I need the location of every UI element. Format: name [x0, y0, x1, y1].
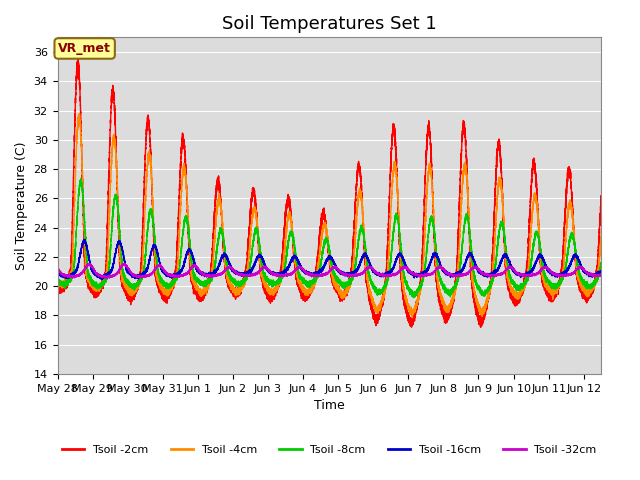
Title: Soil Temperatures Set 1: Soil Temperatures Set 1 — [222, 15, 436, 33]
X-axis label: Time: Time — [314, 399, 345, 412]
Text: VR_met: VR_met — [58, 42, 111, 55]
Legend: Tsoil -2cm, Tsoil -4cm, Tsoil -8cm, Tsoil -16cm, Tsoil -32cm: Tsoil -2cm, Tsoil -4cm, Tsoil -8cm, Tsoi… — [58, 440, 601, 459]
Y-axis label: Soil Temperature (C): Soil Temperature (C) — [15, 142, 28, 270]
